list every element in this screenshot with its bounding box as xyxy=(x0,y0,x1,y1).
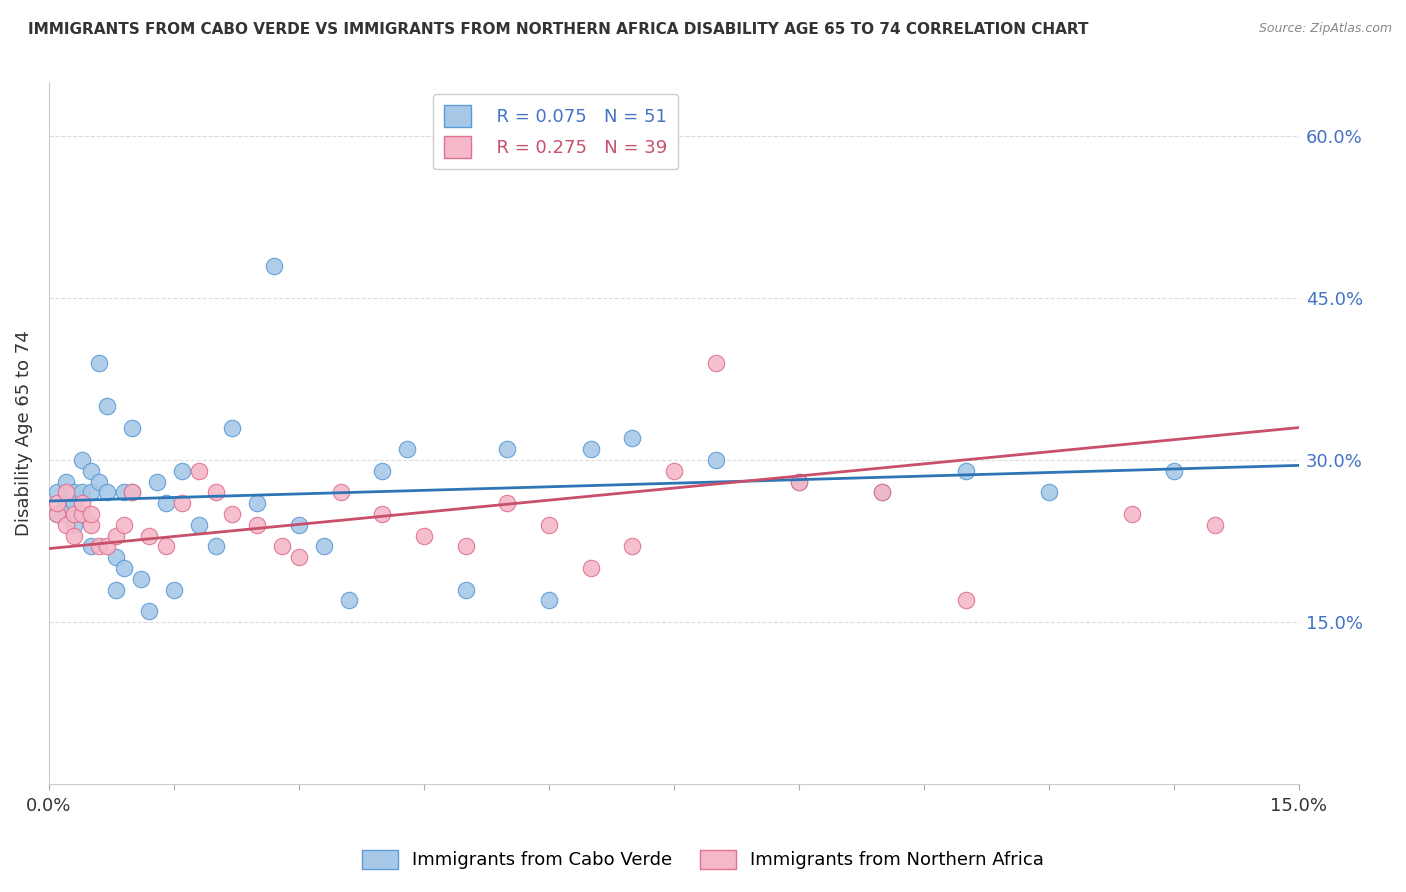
Text: Source: ZipAtlas.com: Source: ZipAtlas.com xyxy=(1258,22,1392,36)
Point xyxy=(163,582,186,597)
Point xyxy=(621,540,644,554)
Point xyxy=(104,582,127,597)
Legend:   R = 0.075   N = 51,   R = 0.275   N = 39: R = 0.075 N = 51, R = 0.275 N = 39 xyxy=(433,95,679,169)
Point xyxy=(138,604,160,618)
Point xyxy=(87,475,110,489)
Point xyxy=(621,431,644,445)
Point xyxy=(63,485,86,500)
Point xyxy=(221,507,243,521)
Point xyxy=(79,485,101,500)
Point xyxy=(870,485,893,500)
Point xyxy=(79,540,101,554)
Point xyxy=(787,475,810,489)
Point xyxy=(263,259,285,273)
Point xyxy=(55,507,77,521)
Point xyxy=(662,464,685,478)
Point xyxy=(246,496,269,510)
Point xyxy=(72,453,94,467)
Point xyxy=(112,517,135,532)
Point xyxy=(413,528,436,542)
Point xyxy=(496,442,519,457)
Point xyxy=(172,496,194,510)
Point xyxy=(312,540,335,554)
Point xyxy=(72,496,94,510)
Point xyxy=(146,475,169,489)
Point xyxy=(55,517,77,532)
Point xyxy=(63,528,86,542)
Point xyxy=(72,507,94,521)
Point xyxy=(371,507,394,521)
Point xyxy=(46,507,69,521)
Point xyxy=(55,475,77,489)
Point xyxy=(579,442,602,457)
Point xyxy=(221,420,243,434)
Point xyxy=(188,517,211,532)
Point xyxy=(288,550,311,565)
Point xyxy=(246,517,269,532)
Point xyxy=(1038,485,1060,500)
Point xyxy=(704,453,727,467)
Point xyxy=(96,485,118,500)
Point xyxy=(112,561,135,575)
Point xyxy=(87,540,110,554)
Point xyxy=(72,485,94,500)
Point xyxy=(46,507,69,521)
Point xyxy=(271,540,294,554)
Point xyxy=(454,540,477,554)
Point xyxy=(121,485,143,500)
Point xyxy=(1205,517,1227,532)
Point xyxy=(96,399,118,413)
Point xyxy=(46,485,69,500)
Point xyxy=(55,485,77,500)
Point xyxy=(112,485,135,500)
Y-axis label: Disability Age 65 to 74: Disability Age 65 to 74 xyxy=(15,330,32,536)
Point xyxy=(63,517,86,532)
Point xyxy=(121,420,143,434)
Point xyxy=(204,485,226,500)
Point xyxy=(63,507,86,521)
Point xyxy=(288,517,311,532)
Point xyxy=(329,485,352,500)
Point xyxy=(121,485,143,500)
Point xyxy=(104,550,127,565)
Point xyxy=(870,485,893,500)
Point xyxy=(188,464,211,478)
Point xyxy=(787,475,810,489)
Point xyxy=(87,356,110,370)
Point xyxy=(129,572,152,586)
Point xyxy=(955,593,977,607)
Point xyxy=(537,517,560,532)
Point xyxy=(46,496,69,510)
Point xyxy=(1121,507,1143,521)
Point xyxy=(537,593,560,607)
Point xyxy=(454,582,477,597)
Point xyxy=(55,496,77,510)
Text: IMMIGRANTS FROM CABO VERDE VS IMMIGRANTS FROM NORTHERN AFRICA DISABILITY AGE 65 : IMMIGRANTS FROM CABO VERDE VS IMMIGRANTS… xyxy=(28,22,1088,37)
Point xyxy=(579,561,602,575)
Point xyxy=(155,496,177,510)
Point xyxy=(79,507,101,521)
Point xyxy=(371,464,394,478)
Point xyxy=(138,528,160,542)
Point xyxy=(955,464,977,478)
Point xyxy=(104,528,127,542)
Point xyxy=(396,442,419,457)
Point xyxy=(1163,464,1185,478)
Point xyxy=(79,517,101,532)
Point xyxy=(496,496,519,510)
Point xyxy=(155,540,177,554)
Point xyxy=(704,356,727,370)
Legend: Immigrants from Cabo Verde, Immigrants from Northern Africa: Immigrants from Cabo Verde, Immigrants f… xyxy=(353,841,1053,879)
Point xyxy=(79,464,101,478)
Point xyxy=(72,507,94,521)
Point xyxy=(337,593,360,607)
Point xyxy=(204,540,226,554)
Point xyxy=(63,496,86,510)
Point xyxy=(172,464,194,478)
Point xyxy=(96,540,118,554)
